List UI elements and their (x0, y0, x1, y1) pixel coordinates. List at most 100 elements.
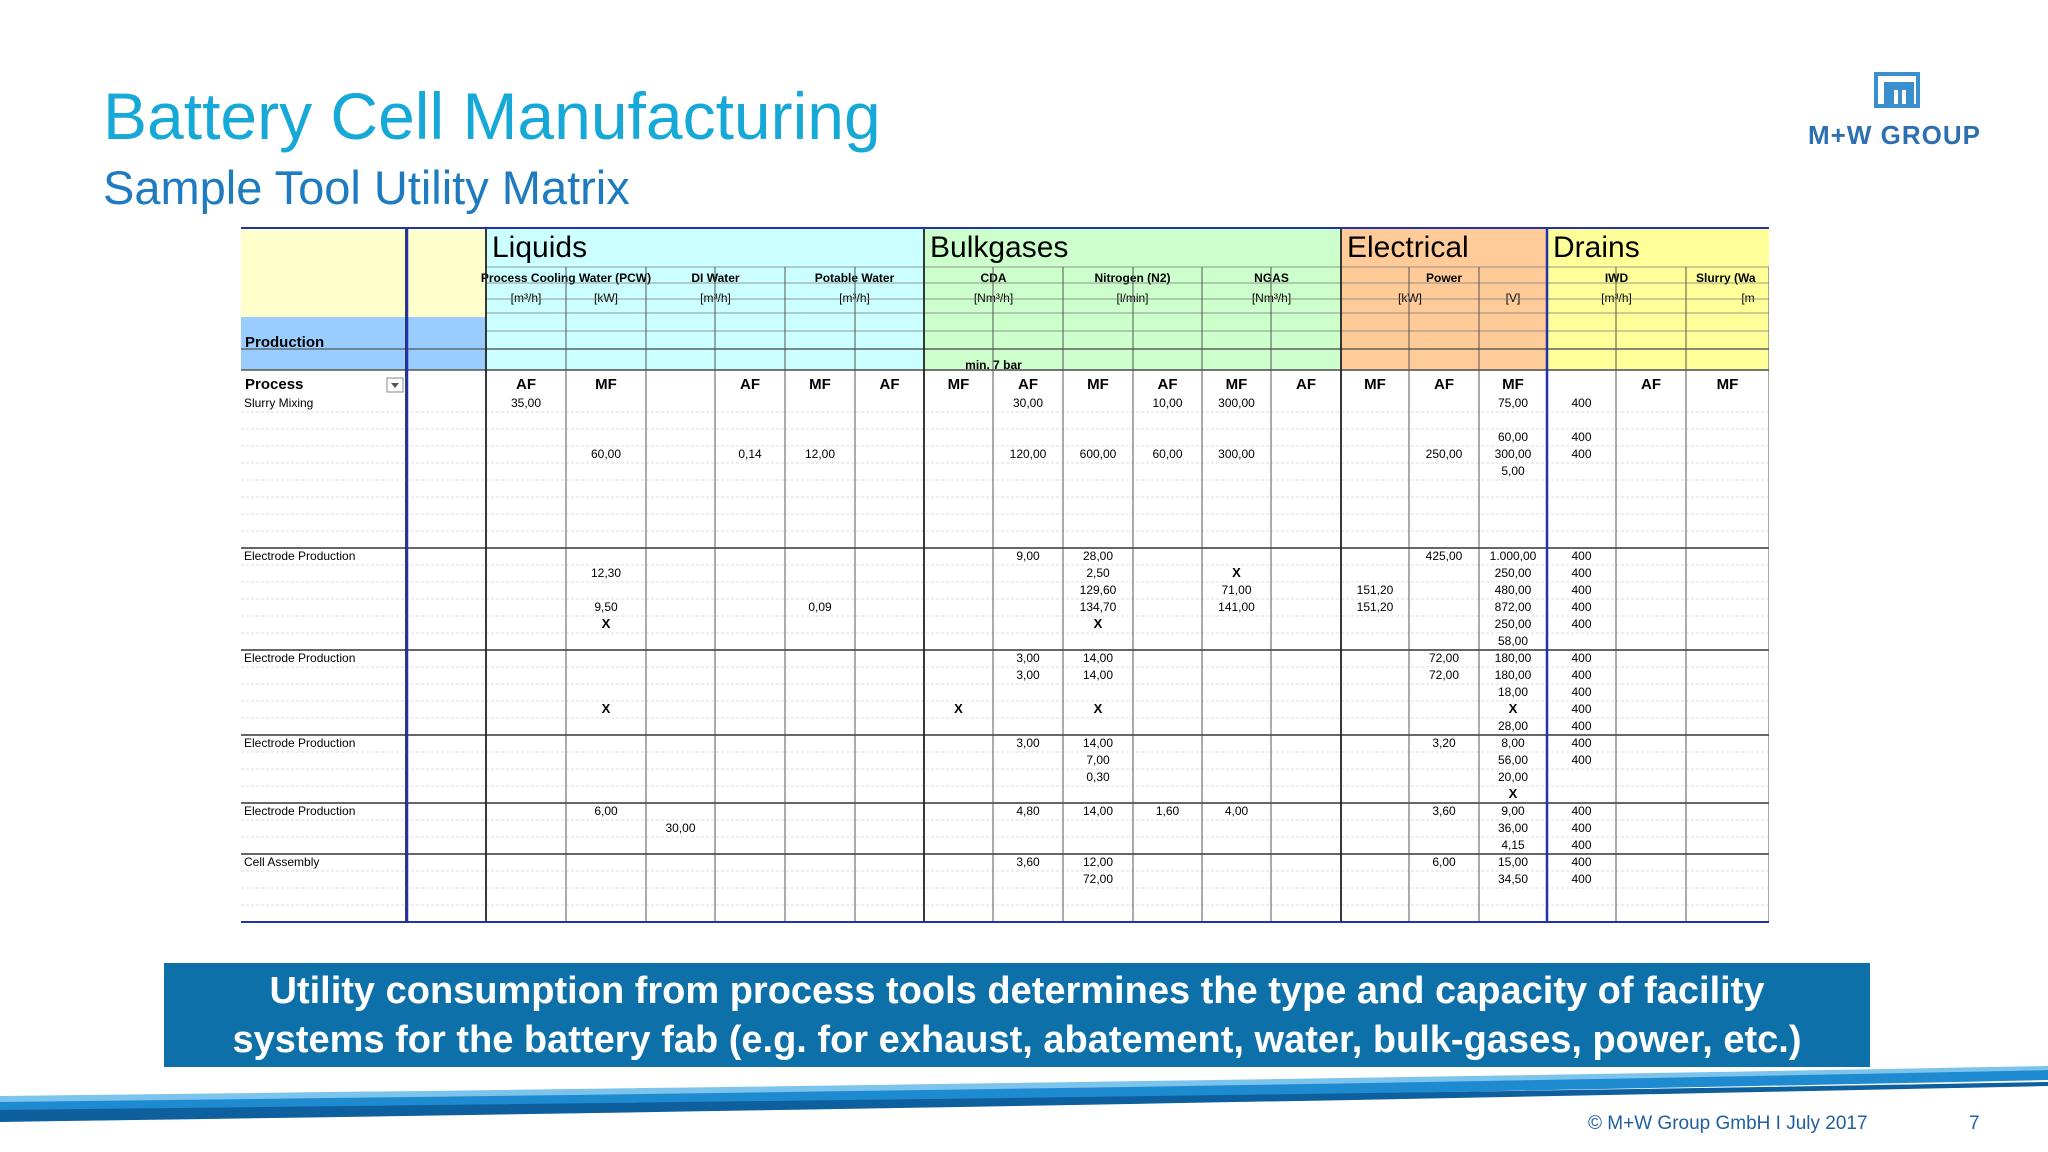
unit-label: [kW] (1398, 291, 1422, 305)
column-label-mf: MF (1717, 376, 1739, 393)
matrix-cell-value: 5,00 (1501, 464, 1525, 478)
process-name: Electrode Production (244, 651, 355, 665)
matrix-cell-value: 250,00 (1495, 566, 1532, 580)
matrix-cell-value: X (1232, 565, 1241, 580)
matrix-cell-value: 20,00 (1498, 770, 1528, 784)
matrix-cell-value: 400 (1571, 702, 1591, 716)
matrix-cell-value: 30,00 (665, 821, 695, 835)
summary-banner: Utility consumption from process tools d… (164, 963, 1870, 1067)
matrix-cell-value: 400 (1571, 583, 1591, 597)
matrix-cell-value: 151,20 (1357, 583, 1394, 597)
matrix-cell-value: 2,50 (1086, 566, 1110, 580)
matrix-cell-value: 400 (1571, 651, 1591, 665)
matrix-cell-value: 400 (1571, 566, 1591, 580)
matrix-cell-value: 3,00 (1016, 736, 1040, 750)
group-bg-liquids (486, 227, 924, 370)
unit-label: [kW] (594, 291, 618, 305)
process-name: Electrode Production (244, 736, 355, 750)
matrix-cell-value: 3,00 (1016, 651, 1040, 665)
matrix-cell-value: 600,00 (1080, 447, 1117, 461)
column-label-mf: MF (948, 376, 970, 393)
matrix-cell-value: 480,00 (1495, 583, 1532, 597)
process-name: Slurry Mixing (244, 396, 313, 410)
column-label-af: AF (1641, 376, 1661, 393)
group-label-bulkgases: Bulkgases (930, 231, 1068, 264)
matrix-cell-value: 6,00 (594, 804, 618, 818)
unit-label: [m³/h] (511, 291, 542, 305)
column-label-af: AF (1018, 376, 1038, 393)
slide-title: Battery Cell Manufacturing (103, 79, 881, 153)
matrix-cell-value: 400 (1571, 838, 1591, 852)
matrix-cell-value: X (602, 701, 611, 716)
matrix-cell-value: 400 (1571, 872, 1591, 886)
matrix-cell-value: 400 (1571, 736, 1591, 750)
note-min-pressure: min. 7 bar (965, 358, 1022, 372)
matrix-cell-value: 129,60 (1080, 583, 1117, 597)
matrix-cell-value: 72,00 (1083, 872, 1113, 886)
matrix-cell-value: 8,00 (1501, 736, 1525, 750)
matrix-cell-value: 1.000,00 (1490, 549, 1537, 563)
matrix-cell-value: 4,00 (1225, 804, 1249, 818)
matrix-cell-value: 300,00 (1218, 447, 1255, 461)
banner-line-2: systems for the battery fab (e.g. for ex… (232, 1019, 1802, 1061)
column-label-mf: MF (1087, 376, 1109, 393)
matrix-cell-value: 400 (1571, 617, 1591, 631)
production-label: Production (245, 334, 324, 351)
matrix-cell-value: 14,00 (1083, 736, 1113, 750)
subgroup-label: Slurry (Wa (1696, 271, 1756, 285)
matrix-cell-value: 180,00 (1495, 651, 1532, 665)
group-label-liquids: Liquids (492, 231, 587, 264)
group-bg-drains (1547, 227, 1769, 370)
matrix-cell-value: 60,00 (591, 447, 621, 461)
chevron-down-icon (391, 383, 399, 388)
matrix-cell-value: 400 (1571, 396, 1591, 410)
matrix-cell-value: 0,30 (1086, 770, 1110, 784)
matrix-cell-value: 18,00 (1498, 685, 1528, 699)
process-name: Electrode Production (244, 549, 355, 563)
matrix-cell-value: 72,00 (1429, 668, 1459, 682)
matrix-cell-value: X (1509, 786, 1518, 801)
matrix-cell-value: 14,00 (1083, 804, 1113, 818)
matrix-cell-value: 9,50 (594, 600, 618, 614)
matrix-cell-value: 400 (1571, 804, 1591, 818)
matrix-cell-value: 3,00 (1016, 668, 1040, 682)
matrix-cell-value: 60,00 (1152, 447, 1182, 461)
matrix-cell-value: 400 (1571, 600, 1591, 614)
slide-subtitle: Sample Tool Utility Matrix (103, 161, 630, 214)
matrix-cell-value: 400 (1571, 685, 1591, 699)
column-label-af: AF (516, 376, 536, 393)
matrix-cell-value: 10,00 (1152, 396, 1182, 410)
matrix-cell-value: 28,00 (1083, 549, 1113, 563)
matrix-cell-value: 141,00 (1218, 600, 1255, 614)
subgroup-label: Power (1426, 271, 1462, 285)
matrix-cell-value: 14,00 (1083, 651, 1113, 665)
matrix-cell-value: 58,00 (1498, 634, 1528, 648)
matrix-cell-value: 872,00 (1495, 600, 1532, 614)
matrix-cell-value: X (1509, 701, 1518, 716)
matrix-cell-value: X (954, 701, 963, 716)
group-label-electrical: Electrical (1347, 231, 1469, 264)
subgroup-label: DI Water (691, 271, 740, 285)
matrix-cell-value: 14,00 (1083, 668, 1113, 682)
matrix-cell-value: 4,80 (1016, 804, 1040, 818)
matrix-cell-value: 1,60 (1156, 804, 1180, 818)
column-label-mf: MF (1502, 376, 1524, 393)
matrix-cell-value: 400 (1571, 668, 1591, 682)
process-name: Cell Assembly (244, 855, 319, 869)
production-cell (241, 317, 486, 349)
matrix-cell-value: 3,60 (1432, 804, 1456, 818)
matrix-cell-value: 425,00 (1426, 549, 1463, 563)
matrix-cell-value: 0,09 (808, 600, 832, 614)
matrix-cell-value: 6,00 (1432, 855, 1456, 869)
matrix-cell-value: 180,00 (1495, 668, 1532, 682)
subgroup-label: CDA (981, 271, 1007, 285)
matrix-cell-value: 3,60 (1016, 855, 1040, 869)
footer-copyright: © M+W Group GmbH I July 2017 (1588, 1113, 1868, 1134)
matrix-cell-value: 28,00 (1498, 719, 1528, 733)
matrix-cell-value: 72,00 (1429, 651, 1459, 665)
footer-swoosh (0, 1066, 2048, 1122)
matrix-cell-value: 300,00 (1495, 447, 1532, 461)
matrix-cell-value: X (602, 616, 611, 631)
utility-matrix-table: Liquids Bulkgases Electrical Drains Process … (241, 227, 1769, 960)
process-label-cell (241, 349, 486, 370)
